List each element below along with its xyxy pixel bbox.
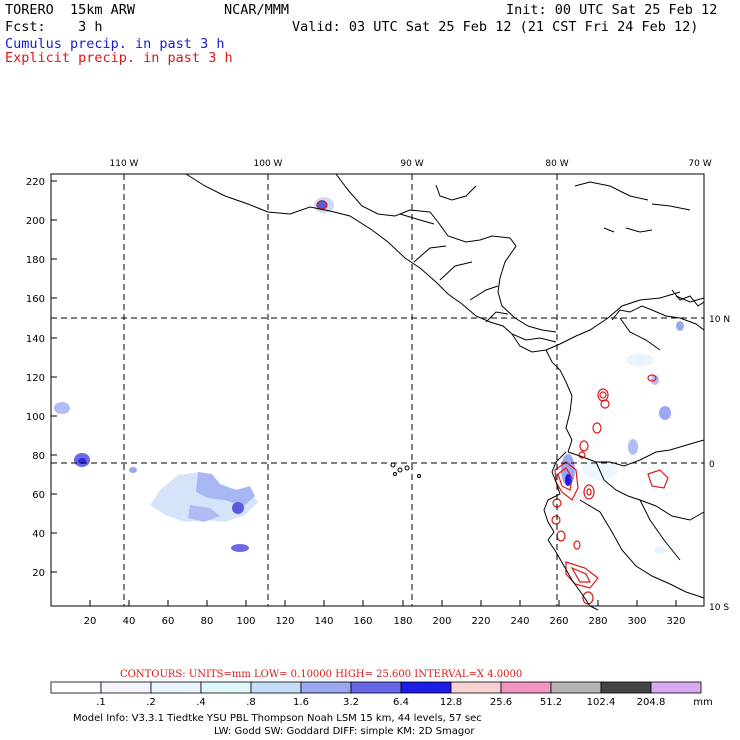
colorbar-label: .2 xyxy=(146,697,156,708)
init-time: Init: 00 UTC Sat 25 Feb 12 xyxy=(506,2,718,18)
map-frame xyxy=(50,173,705,607)
x-tick-label: 160 xyxy=(353,616,372,627)
y-tick-label: 60 xyxy=(32,490,45,501)
colorbar-swatch xyxy=(500,681,552,694)
lon-label: 80 W xyxy=(545,159,568,169)
forecast-hour: Fcst: 3 h xyxy=(5,19,103,35)
longitude-labels: 110 W 100 W 90 W 80 W 70 W xyxy=(110,159,712,169)
x-tick-labels: 20 40 60 80 100 120 140 160 180 200 220 … xyxy=(84,616,686,627)
colorbar-label: 1.6 xyxy=(293,697,309,708)
lon-label: 100 W xyxy=(254,159,283,169)
colorbar-swatch xyxy=(50,681,102,694)
lon-label: 110 W xyxy=(110,159,139,169)
y-tick-label: 160 xyxy=(26,294,45,305)
lat-label: 10 S xyxy=(709,603,729,613)
colorbar-label: 6.4 xyxy=(393,697,409,708)
colorbar-swatch xyxy=(300,681,352,694)
colorbar-swatch xyxy=(650,681,702,694)
colorbar xyxy=(50,681,702,694)
cumulus-precip-shading xyxy=(54,197,684,554)
y-tick-label: 40 xyxy=(32,529,45,540)
lat-label: 10 N xyxy=(709,315,730,325)
colorbar-labels: .1 .2 .4 .8 1.6 3.2 6.4 12.8 25.6 51.2 1… xyxy=(96,697,713,708)
x-tick-label: 100 xyxy=(236,616,255,627)
colorbar-unit: mm xyxy=(693,697,712,708)
lat-label: 0 xyxy=(709,460,715,470)
lon-label: 90 W xyxy=(400,159,423,169)
y-tick-label: 80 xyxy=(32,451,45,462)
colorbar-swatch xyxy=(350,681,402,694)
x-tick-label: 260 xyxy=(549,616,568,627)
x-tick-label: 60 xyxy=(162,616,175,627)
colorbar-label: 25.6 xyxy=(490,697,512,708)
x-tick-label: 200 xyxy=(432,616,451,627)
x-tick-label: 320 xyxy=(666,616,685,627)
model-info-line2: LW: Godd SW: Goddard DIFF: simple KM: 2D… xyxy=(214,726,475,737)
valid-time: Valid: 03 UTC Sat 25 Feb 12 (21 CST Fri … xyxy=(292,19,699,35)
latitude-labels: 10 N 0 10 S xyxy=(709,315,730,613)
colorbar-label: 204.8 xyxy=(637,697,666,708)
field-label-cumulus: Cumulus precip. in past 3 h xyxy=(5,36,225,52)
colorbar-swatch xyxy=(200,681,252,694)
colorbar-label: .1 xyxy=(96,697,106,708)
colorbar-swatch xyxy=(450,681,502,694)
lon-label: 70 W xyxy=(688,159,711,169)
y-tick-label: 120 xyxy=(26,373,45,384)
center-name: NCAR/MMM xyxy=(224,2,290,18)
x-tick-label: 80 xyxy=(201,616,214,627)
colorbar-swatch xyxy=(550,681,602,694)
colorbar-swatch xyxy=(400,681,452,694)
x-tick-marks xyxy=(89,600,677,606)
graticule xyxy=(51,174,704,606)
y-tick-marks xyxy=(51,180,57,573)
y-tick-label: 180 xyxy=(26,255,45,266)
colorbar-swatch xyxy=(250,681,302,694)
model-title: TORERO 15km ARW xyxy=(5,2,136,18)
y-tick-label: 20 xyxy=(32,568,45,579)
x-tick-label: 40 xyxy=(123,616,136,627)
x-tick-label: 120 xyxy=(275,616,294,627)
contour-caption: CONTOURS: UNITS=mm LOW= 0.10000 HIGH= 25… xyxy=(120,669,522,680)
y-tick-label: 200 xyxy=(26,216,45,227)
model-info-line1: Model Info: V3.3.1 Tiedtke YSU PBL Thomp… xyxy=(73,713,482,724)
x-tick-label: 20 xyxy=(84,616,97,627)
colorbar-swatch xyxy=(600,681,652,694)
x-tick-label: 280 xyxy=(588,616,607,627)
x-tick-label: 140 xyxy=(314,616,333,627)
coastlines xyxy=(185,173,705,611)
x-tick-label: 240 xyxy=(510,616,529,627)
y-tick-label: 140 xyxy=(26,334,45,345)
colorbar-swatch xyxy=(150,681,202,694)
x-tick-label: 220 xyxy=(471,616,490,627)
colorbar-swatch xyxy=(100,681,152,694)
colorbar-label: .4 xyxy=(196,697,206,708)
field-label-explicit: Explicit precip. in past 3 h xyxy=(5,50,233,66)
y-tick-labels: 20 40 60 80 100 120 140 160 180 200 220 xyxy=(26,177,45,579)
colorbar-label: 3.2 xyxy=(343,697,359,708)
explicit-precip-contours xyxy=(316,200,669,605)
colorbar-label: 12.8 xyxy=(440,697,462,708)
y-tick-label: 220 xyxy=(26,177,45,188)
x-tick-label: 180 xyxy=(393,616,412,627)
y-tick-label: 100 xyxy=(26,412,45,423)
x-tick-label: 300 xyxy=(627,616,646,627)
colorbar-label: 51.2 xyxy=(540,697,562,708)
colorbar-label: .8 xyxy=(246,697,256,708)
colorbar-label: 102.4 xyxy=(587,697,616,708)
